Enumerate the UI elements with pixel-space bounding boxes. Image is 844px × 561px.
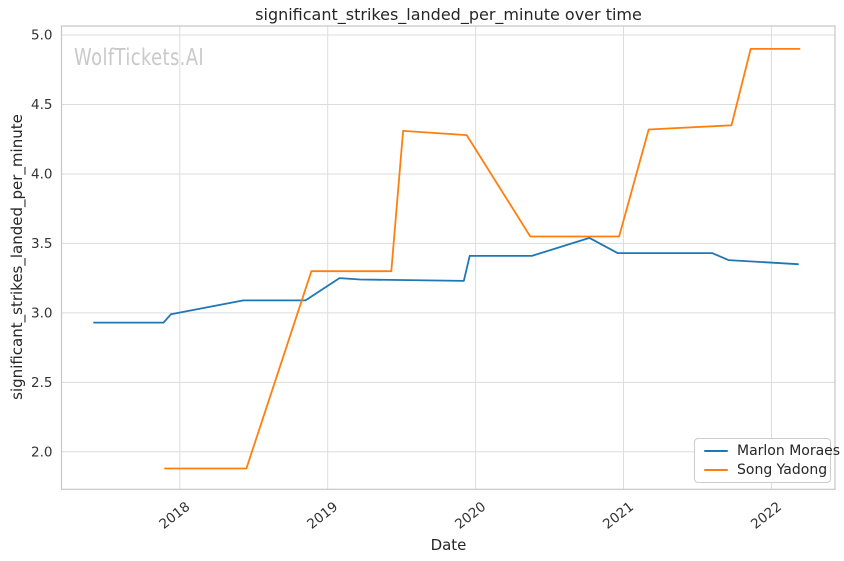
y-tick-label: 5.0 xyxy=(31,28,52,44)
chart-title: significant_strikes_landed_per_minute ov… xyxy=(255,5,642,24)
y-axis-label: significant_strikes_landed_per_minute xyxy=(8,114,26,400)
x-axis-label: Date xyxy=(430,536,467,554)
legend: Marlon Moraes Song Yadong xyxy=(694,438,840,483)
axes-border xyxy=(60,25,836,490)
x-tick-label: 2022 xyxy=(748,499,785,533)
series-line xyxy=(93,236,799,324)
y-tick-label: 3.0 xyxy=(31,305,52,321)
y-tick-label: 4.5 xyxy=(31,97,52,113)
watermark: WolfTickets.AI xyxy=(74,45,205,71)
y-tick-label: 3.5 xyxy=(31,236,52,252)
line-swatch-icon xyxy=(704,468,728,472)
series-line xyxy=(164,48,801,470)
legend-entry-song-yadong: Song Yadong xyxy=(695,461,830,480)
y-tick-label: 2.5 xyxy=(31,375,52,391)
legend-entry-marlon-moraes: Marlon Moraes xyxy=(695,441,840,460)
x-tick-label: 2020 xyxy=(452,499,489,533)
line-swatch-icon xyxy=(704,449,728,453)
x-tick-label: 2018 xyxy=(156,499,193,533)
legend-label: Marlon Moraes xyxy=(737,442,841,459)
x-tick-label: 2021 xyxy=(600,499,637,533)
y-tick-label: 2.0 xyxy=(31,444,52,460)
y-tick-label: 4.0 xyxy=(31,166,52,182)
x-tick-label: 2019 xyxy=(304,499,341,533)
legend-label: Song Yadong xyxy=(737,462,828,479)
